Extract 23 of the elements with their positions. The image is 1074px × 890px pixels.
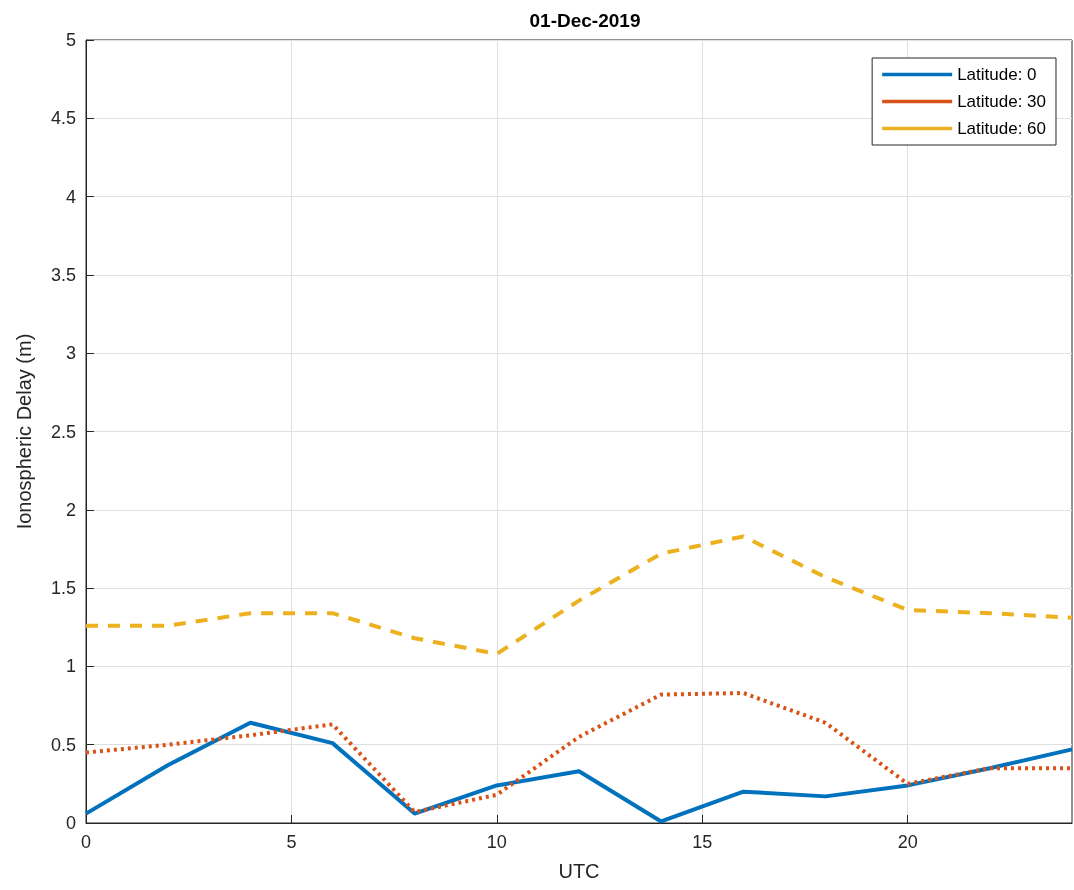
y-tick-label: 2.5: [50, 421, 76, 442]
y-tick-label: 5: [65, 30, 76, 50]
legend-label: Latitude: 60: [957, 119, 1047, 138]
y-tick-label: 0.5: [50, 734, 76, 755]
chart-title: 01-Dec-2019: [529, 10, 641, 31]
x-tick-label: 5: [286, 832, 297, 852]
y-tick-label: 4: [65, 186, 76, 207]
y-tick-label: 3.5: [50, 264, 76, 285]
y-tick-label: 1.5: [50, 578, 76, 599]
y-tick-label: 2: [65, 499, 76, 520]
x-tick-label: 0: [80, 832, 92, 852]
y-tick-label: 4.5: [50, 108, 76, 129]
x-tick-label: 10: [486, 832, 507, 852]
legend-label: Latitude: 0: [957, 65, 1037, 84]
x-tick-label: 15: [692, 832, 713, 852]
legend-label: Latitude: 30: [957, 92, 1047, 111]
x-tick-label: 20: [897, 832, 918, 852]
y-tick-label: 0: [65, 813, 76, 833]
y-axis-title: Ionospheric Delay (m): [13, 333, 35, 530]
y-tick-label: 3: [65, 343, 76, 364]
line-series: [84, 534, 1074, 656]
y-tick-label: 1: [65, 656, 76, 677]
x-axis-title: UTC: [558, 860, 600, 882]
